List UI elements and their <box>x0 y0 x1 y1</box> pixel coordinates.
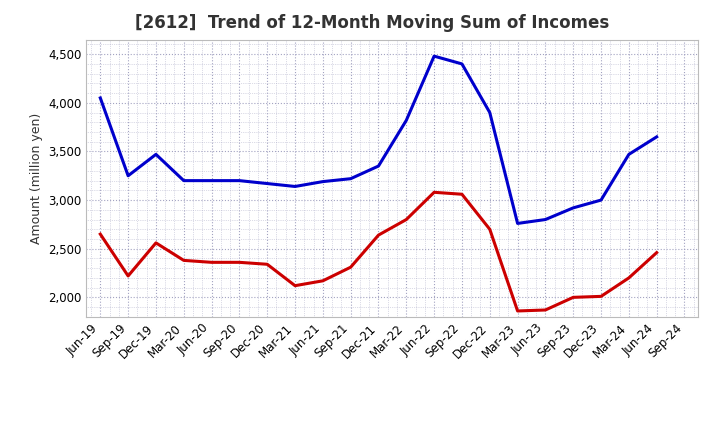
Ordinary Income <box>513 221 522 226</box>
Ordinary Income <box>263 181 271 186</box>
Ordinary Income <box>152 152 161 157</box>
Net Income <box>513 308 522 314</box>
Net Income <box>485 227 494 232</box>
Net Income <box>458 191 467 197</box>
Ordinary Income <box>96 95 104 101</box>
Ordinary Income <box>318 179 327 184</box>
Text: [2612]  Trend of 12-Month Moving Sum of Incomes: [2612] Trend of 12-Month Moving Sum of I… <box>135 15 610 33</box>
Ordinary Income <box>402 117 410 123</box>
Net Income <box>374 232 383 238</box>
Ordinary Income <box>124 173 132 178</box>
Ordinary Income <box>597 198 606 203</box>
Net Income <box>96 231 104 237</box>
Ordinary Income <box>207 178 216 183</box>
Line: Ordinary Income: Ordinary Income <box>100 56 657 224</box>
Net Income <box>346 264 355 270</box>
Net Income <box>235 260 243 265</box>
Net Income <box>597 294 606 299</box>
Y-axis label: Amount (million yen): Amount (million yen) <box>30 113 42 244</box>
Ordinary Income <box>624 152 633 157</box>
Net Income <box>124 273 132 279</box>
Ordinary Income <box>374 163 383 169</box>
Net Income <box>207 260 216 265</box>
Net Income <box>179 258 188 263</box>
Net Income <box>430 190 438 195</box>
Ordinary Income <box>235 178 243 183</box>
Ordinary Income <box>430 54 438 59</box>
Ordinary Income <box>541 217 550 222</box>
Net Income <box>263 262 271 267</box>
Ordinary Income <box>485 110 494 115</box>
Ordinary Income <box>458 61 467 66</box>
Net Income <box>569 295 577 300</box>
Net Income <box>291 283 300 288</box>
Net Income <box>624 275 633 281</box>
Ordinary Income <box>652 134 661 139</box>
Ordinary Income <box>569 205 577 210</box>
Net Income <box>152 240 161 246</box>
Net Income <box>402 217 410 222</box>
Net Income <box>652 250 661 255</box>
Net Income <box>541 308 550 313</box>
Line: Net Income: Net Income <box>100 192 657 311</box>
Net Income <box>318 278 327 283</box>
Ordinary Income <box>291 184 300 189</box>
Ordinary Income <box>179 178 188 183</box>
Ordinary Income <box>346 176 355 181</box>
